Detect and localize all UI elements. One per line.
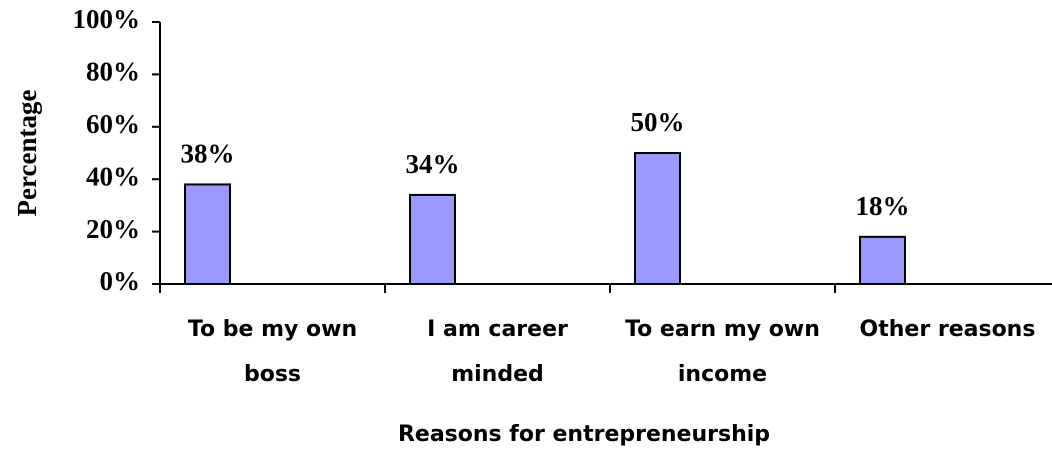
- bar: [409, 193, 456, 285]
- y-tick-label: 80%: [86, 57, 140, 87]
- x-tick-label: To earn my own income: [625, 317, 820, 387]
- y-tick-label: 100%: [73, 4, 141, 34]
- bar: [184, 183, 231, 285]
- y-tick-label: 20%: [86, 214, 140, 244]
- x-tick-label: To be my own boss: [187, 317, 358, 387]
- data-label: 18%: [856, 191, 910, 221]
- y-axis-title: Percentage: [12, 90, 42, 217]
- bar: [859, 235, 906, 285]
- bar: [634, 152, 681, 285]
- x-tick-label: I am career minded: [427, 317, 568, 387]
- x-tick-label: Other reasons: [859, 317, 1036, 342]
- y-tick-label: 0%: [100, 266, 141, 296]
- data-label: 50%: [631, 107, 685, 137]
- data-label: 38%: [181, 139, 235, 169]
- y-tick-label: 60%: [86, 109, 140, 139]
- y-tick-label: 40%: [86, 161, 140, 191]
- x-axis-title: Reasons for entrepreneurship: [398, 422, 770, 447]
- data-label: 34%: [406, 149, 460, 179]
